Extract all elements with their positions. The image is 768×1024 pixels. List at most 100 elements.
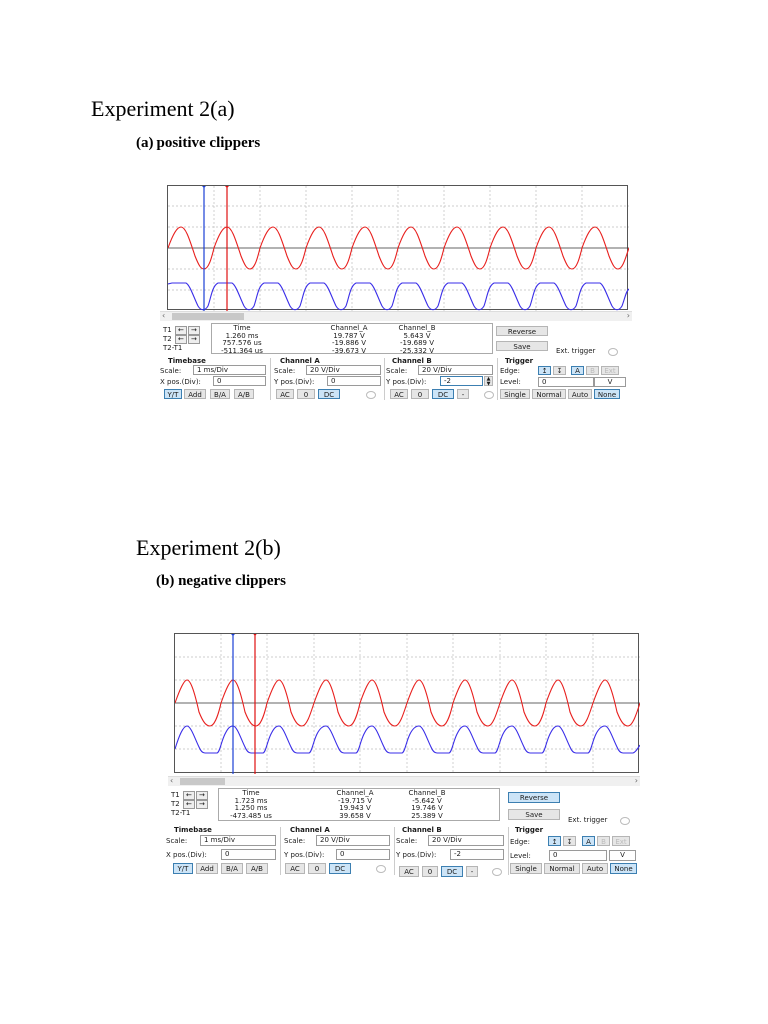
- channel-b-color-radio[interactable]: [484, 391, 494, 399]
- trigger-source-ext-button[interactable]: Ext: [612, 836, 630, 846]
- channel-a-color-radio[interactable]: [376, 865, 386, 873]
- trigger-source-b-button[interactable]: B: [597, 836, 610, 846]
- scroll-right-icon[interactable]: ›: [626, 311, 630, 320]
- mode-ba-button[interactable]: B/A: [210, 389, 230, 399]
- cursor-t1-row: T1 ← →: [163, 326, 200, 335]
- channel-b-zero-button[interactable]: 0: [422, 866, 438, 877]
- scope-a-waveforms: [168, 186, 629, 311]
- channel-b-scale-field[interactable]: 20 V/Div: [418, 365, 493, 375]
- channel-b-scale-field[interactable]: 20 V/Div: [428, 835, 504, 846]
- trigger-auto-button[interactable]: Auto: [582, 863, 608, 874]
- mode-ab-button[interactable]: A/B: [246, 863, 268, 874]
- t2-right-button[interactable]: →: [187, 335, 200, 344]
- timebase-scale-field[interactable]: 1 ms/Div: [200, 835, 276, 846]
- scope-b-readout: Time 1.723 ms 1.250 ms -473.485 us Chann…: [218, 788, 500, 821]
- channel-b-ypos-field[interactable]: -2: [440, 376, 483, 386]
- mode-ba-button[interactable]: B/A: [221, 863, 243, 874]
- channel-a-ac-button[interactable]: AC: [285, 863, 305, 874]
- cursor-t2-row: T2 ← →: [163, 335, 200, 344]
- scope-a-display[interactable]: [167, 185, 629, 311]
- timebase-scale-field[interactable]: 1 ms/Div: [193, 365, 266, 375]
- trigger-level-field[interactable]: 0: [538, 377, 594, 387]
- reverse-button[interactable]: Reverse: [508, 792, 560, 803]
- trigger-source-a-button[interactable]: A: [571, 366, 584, 375]
- channel-b-dc-button[interactable]: DC: [432, 389, 454, 399]
- scope-b-waveforms: [175, 634, 640, 774]
- mode-ab-button[interactable]: A/B: [234, 389, 254, 399]
- trigger-none-button[interactable]: None: [594, 389, 620, 399]
- scope-b-scrollbar[interactable]: ‹ ›: [168, 776, 640, 786]
- trigger-source-b-button[interactable]: B: [586, 366, 599, 375]
- trigger-level-unit[interactable]: V: [609, 850, 636, 861]
- section-a-subtitle: (a) positive clippers: [136, 135, 261, 151]
- channel-b-invert-button[interactable]: -: [457, 389, 469, 399]
- scroll-left-icon[interactable]: ‹: [162, 311, 166, 320]
- channel-b-ac-button[interactable]: AC: [390, 389, 408, 399]
- trigger-source-a-button[interactable]: A: [582, 836, 595, 846]
- trigger-single-button[interactable]: Single: [500, 389, 530, 399]
- trigger-edge-rising-button[interactable]: ↥: [548, 836, 561, 846]
- t2-left-button[interactable]: ←: [174, 335, 187, 344]
- save-button[interactable]: Save: [508, 809, 560, 820]
- channel-b-title: Channel B: [392, 357, 432, 365]
- reverse-button[interactable]: Reverse: [496, 326, 548, 336]
- trigger-edge-rising-button[interactable]: ↥: [538, 366, 551, 375]
- mode-add-button[interactable]: Add: [196, 863, 218, 874]
- scroll-thumb[interactable]: [172, 313, 244, 320]
- channel-a-ac-button[interactable]: AC: [276, 389, 294, 399]
- trigger-auto-button[interactable]: Auto: [568, 389, 592, 399]
- scroll-right-icon[interactable]: ›: [634, 776, 638, 785]
- ext-trigger-radio[interactable]: [620, 817, 630, 825]
- channel-a-scale-field[interactable]: 20 V/Div: [316, 835, 390, 846]
- trigger-normal-button[interactable]: Normal: [532, 389, 566, 399]
- t2-right-button[interactable]: →: [195, 800, 208, 809]
- trigger-single-button[interactable]: Single: [510, 863, 542, 874]
- channel-b-invert-button[interactable]: -: [466, 866, 478, 877]
- trigger-normal-button[interactable]: Normal: [544, 863, 580, 874]
- save-button[interactable]: Save: [496, 341, 548, 351]
- timebase-xpos-field[interactable]: 0: [213, 376, 266, 386]
- trigger-source-ext-button[interactable]: Ext: [601, 366, 619, 375]
- t1-left-button[interactable]: ←: [182, 791, 195, 800]
- ext-trigger-label: Ext. trigger: [568, 816, 608, 824]
- channel-b-ypos-spinner[interactable]: ▲ ▼: [484, 376, 493, 387]
- trigger-edge-falling-button[interactable]: ↧: [563, 836, 576, 846]
- scroll-left-icon[interactable]: ‹: [170, 776, 174, 785]
- channel-a-dc-button[interactable]: DC: [318, 389, 340, 399]
- channel-b-zero-button[interactable]: 0: [411, 389, 429, 399]
- t1-right-button[interactable]: →: [195, 791, 208, 800]
- timebase-title: Timebase: [174, 826, 212, 834]
- t2-left-button[interactable]: ←: [182, 800, 195, 809]
- channel-a-zero-button[interactable]: 0: [308, 863, 326, 874]
- t1-right-button[interactable]: →: [187, 326, 200, 335]
- channel-b-ypos-field[interactable]: -2: [450, 849, 504, 860]
- channel-a-title: Channel A: [280, 357, 320, 365]
- timebase-xpos-field[interactable]: 0: [221, 849, 276, 860]
- channel-a-scale-field[interactable]: 20 V/Div: [306, 365, 381, 375]
- channel-a-color-radio[interactable]: [366, 391, 376, 399]
- channel-b-ac-button[interactable]: AC: [399, 866, 419, 877]
- oscilloscope-b: ‹ › T1 ← → T2 ← → T2-T1 Time 1.723 ms 1.25…: [166, 625, 648, 880]
- ext-trigger-radio[interactable]: [608, 348, 618, 356]
- trigger-level-field[interactable]: 0: [549, 850, 607, 861]
- scope-b-display[interactable]: [174, 633, 640, 774]
- cursor-t1-row: T1 ← →: [171, 791, 208, 800]
- t1-left-button[interactable]: ←: [174, 326, 187, 335]
- channel-a-zero-button[interactable]: 0: [297, 389, 315, 399]
- mode-yt-button[interactable]: Y/T: [173, 863, 193, 874]
- mode-add-button[interactable]: Add: [184, 389, 206, 399]
- trigger-title: Trigger: [505, 357, 534, 365]
- t2-t1-label: T2-T1: [163, 344, 183, 352]
- channel-a-ypos-field[interactable]: 0: [327, 376, 381, 386]
- scope-a-scrollbar[interactable]: ‹ ›: [160, 311, 632, 321]
- mode-yt-button[interactable]: Y/T: [164, 389, 182, 399]
- channel-b-dc-button[interactable]: DC: [441, 866, 463, 877]
- trigger-level-unit[interactable]: V: [594, 377, 626, 387]
- channel-a-ypos-field[interactable]: 0: [336, 849, 390, 860]
- trigger-none-button[interactable]: None: [610, 863, 637, 874]
- channel-b-color-radio[interactable]: [492, 868, 502, 876]
- channel-a-dc-button[interactable]: DC: [329, 863, 351, 874]
- scope-a-readout: Time 1.260 ms 757.576 us -511.364 us Cha…: [211, 323, 493, 354]
- trigger-edge-falling-button[interactable]: ↧: [553, 366, 566, 375]
- scroll-thumb[interactable]: [180, 778, 225, 785]
